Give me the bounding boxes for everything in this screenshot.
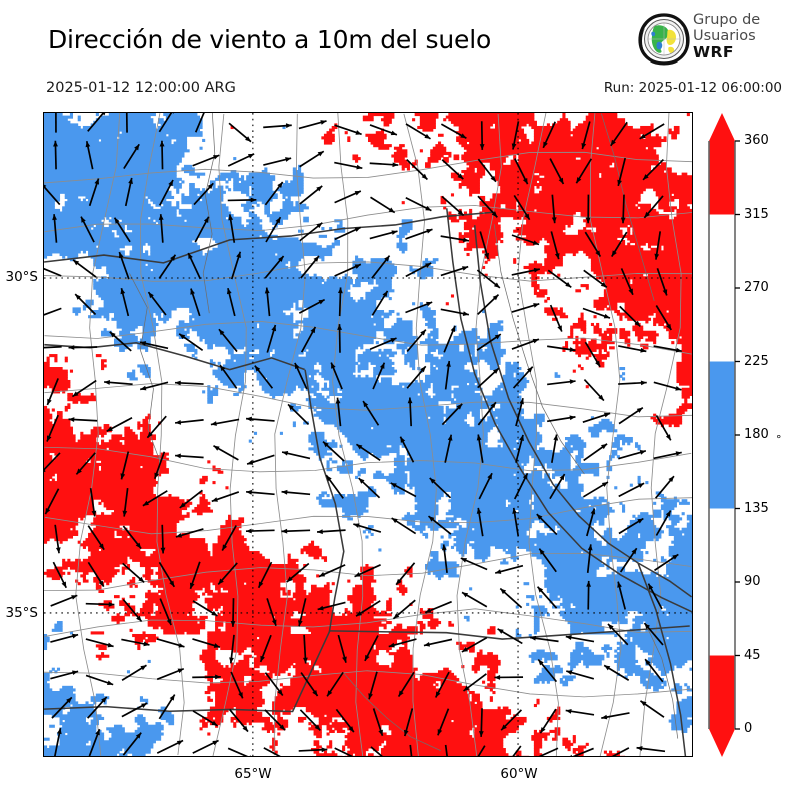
y-axis-tick-35S: 35°S — [5, 605, 39, 621]
y-axis-tick-30S: 30°S — [5, 269, 39, 285]
colorbar-tick-225: 225 — [744, 353, 769, 369]
x-axis-tick-65W: 65°W — [234, 766, 272, 782]
logo-line-1: Grupo de — [693, 12, 761, 28]
wrf-user-group-logo: Grupo de Usuarios WRF — [637, 12, 797, 70]
wind-arrow-layer — [44, 113, 682, 756]
logo-text-block: Grupo de Usuarios WRF — [693, 12, 761, 62]
latlon-gridlines — [44, 113, 692, 756]
wind-direction-field — [44, 113, 692, 756]
logo-line-2: Usuarios — [693, 27, 756, 44]
colorbar-tick-45: 45 — [744, 647, 761, 663]
colorbar-tick-90: 90 — [744, 574, 761, 589]
valid-time-label: 2025-01-12 12:00:00 ARG — [46, 80, 236, 96]
colorbar-tick-360: 360 — [744, 133, 769, 148]
page-title: Dirección de viento a 10m del suelo — [48, 25, 492, 54]
colorbar-tick-315: 315 — [744, 206, 769, 222]
globe-emblem-icon — [638, 13, 690, 66]
colorbar-unit-label: ° — [776, 433, 782, 446]
colorbar-tick-0: 0 — [744, 721, 753, 736]
colorbar-tick-135: 135 — [744, 500, 769, 516]
colorbar[interactable]: 0 45 90 135 180 225 270 315 360 ° — [700, 108, 800, 763]
logo-line-3: WRF — [693, 43, 734, 62]
colorbar-tick-180: 180 — [744, 427, 769, 442]
map-plot-area[interactable] — [43, 112, 693, 757]
x-axis-tick-60W: 60°W — [500, 766, 538, 782]
run-time-label: Run: 2025-01-12 06:00:00 — [603, 80, 782, 96]
colorbar-tick-270: 270 — [744, 280, 769, 295]
colorbar-graphic — [708, 113, 740, 757]
